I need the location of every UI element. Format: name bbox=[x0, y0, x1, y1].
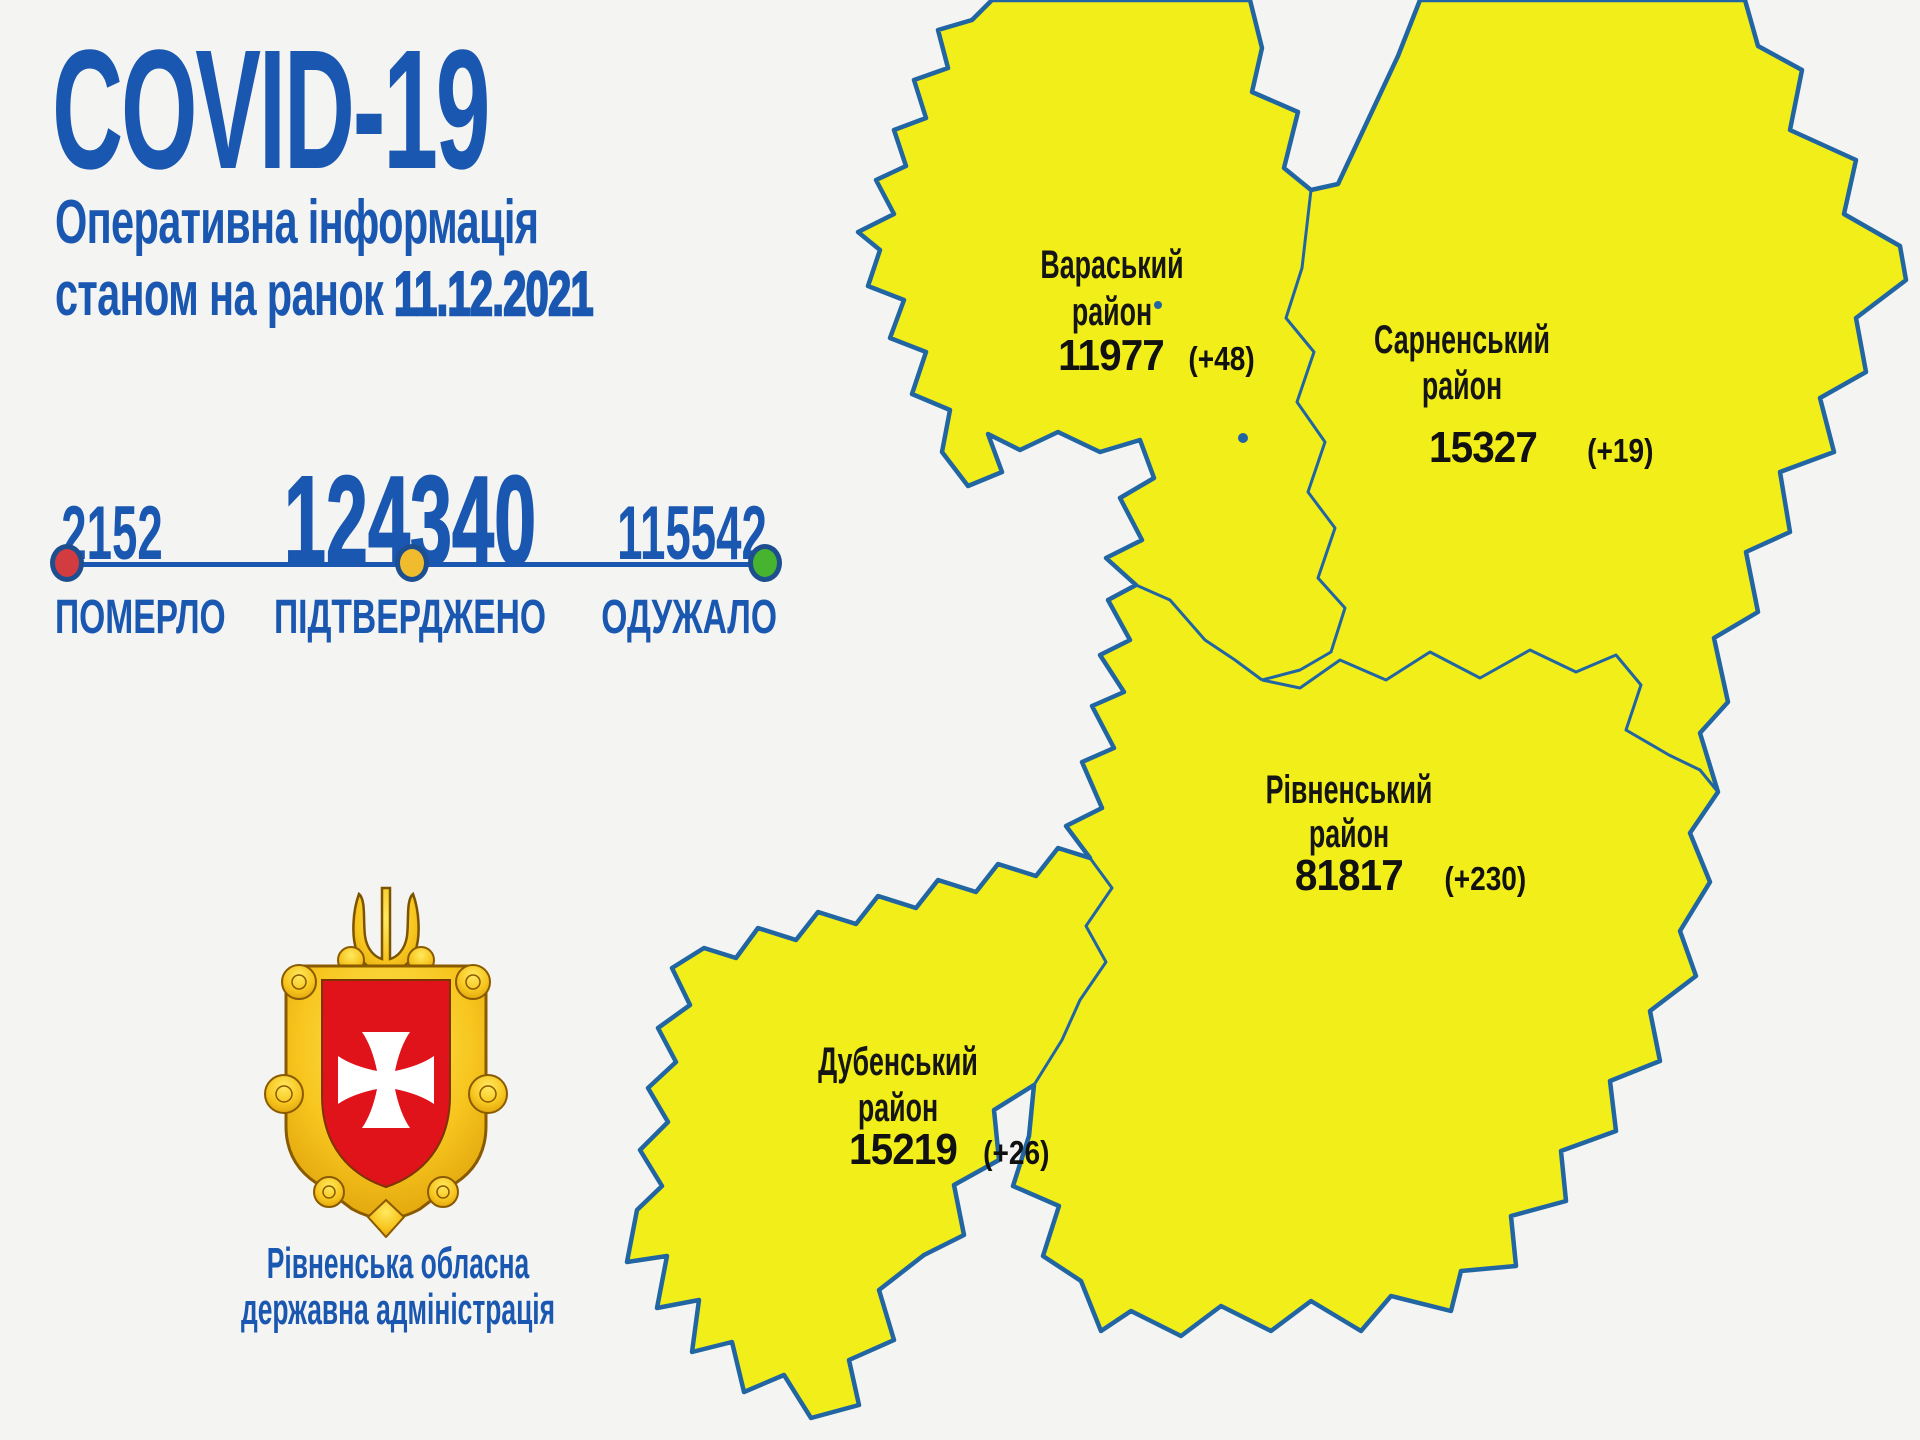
died-dot bbox=[50, 544, 84, 582]
district-rivnenskyi-cases: 81817 bbox=[1294, 851, 1404, 900]
district-rivnenskyi-type: район bbox=[1308, 812, 1390, 856]
district-dubenskyi-type: район bbox=[857, 1086, 939, 1130]
stat-recovered-label: ОДУЖАЛО bbox=[601, 591, 777, 644]
oblast-outline bbox=[624, 0, 1909, 1421]
subtitle-prefix: станом на ранок bbox=[55, 260, 384, 329]
confirmed-dot bbox=[395, 544, 429, 582]
district-border-varaskyi-rivnenskyi bbox=[1135, 583, 1263, 682]
stat-recovered-value: 115542 bbox=[617, 491, 767, 576]
district-rivnenskyi-name: Рівненський bbox=[1265, 768, 1433, 812]
subtitle-line2: станом на ранок 11.12.2021 bbox=[55, 260, 594, 329]
cross-icon bbox=[338, 1032, 434, 1128]
district-dubenskyi-cases: 15219 bbox=[849, 1125, 958, 1174]
district-varaskyi-cases: 11977 bbox=[1058, 331, 1165, 380]
subtitle-line1: Оперативна інформація bbox=[55, 188, 539, 257]
organization-line2: державна адміністрація bbox=[240, 1285, 556, 1334]
district-varaskyi-delta: (+48) bbox=[1188, 340, 1255, 377]
district-sarnenskyi-cases: 15327 bbox=[1429, 423, 1538, 472]
district-sarnenskyi-delta: (+19) bbox=[1587, 432, 1654, 469]
lake-dot bbox=[1154, 301, 1162, 309]
district-dubenskyi-numbers: 15219 (+26) bbox=[844, 1128, 1055, 1172]
district-sarnenskyi-numbers: 15327 (+19) bbox=[1424, 426, 1659, 470]
organization-line1: Рівненська обласна bbox=[266, 1239, 530, 1288]
page-title: COVID-19 bbox=[52, 15, 491, 205]
coat-of-arms bbox=[264, 886, 508, 1238]
district-varaskyi-name: Вараський bbox=[1040, 243, 1184, 287]
report-date: 11.12.2021 bbox=[393, 260, 594, 329]
district-border-sarnenskyi-rivnenskyi bbox=[1261, 648, 1720, 793]
district-borders bbox=[1032, 189, 1720, 1086]
trident-icon bbox=[352, 886, 420, 984]
stat-died-label: ПОМЕРЛО bbox=[55, 591, 226, 644]
district-sarnenskyi-type: район bbox=[1421, 364, 1503, 408]
stat-confirmed-label: ПІДТВЕРДЖЕНО bbox=[273, 591, 547, 644]
district-dubenskyi-delta: (+26) bbox=[983, 1134, 1050, 1171]
recovered-dot bbox=[748, 544, 782, 582]
district-rivnenskyi-numbers: 81817 (+230) bbox=[1290, 854, 1534, 898]
district-dubenskyi-name: Дубенський bbox=[818, 1040, 978, 1084]
district-border-rivnenskyi-dubenskyi bbox=[1032, 857, 1114, 1086]
district-varaskyi-numbers: 11977 (+48) bbox=[1054, 334, 1261, 378]
district-border-varaskyi-sarnenskyi bbox=[1261, 189, 1347, 682]
district-varaskyi-type: район bbox=[1071, 290, 1153, 334]
district-sarnenskyi-name: Сарненський bbox=[1374, 318, 1550, 362]
lake-dot bbox=[1238, 433, 1248, 443]
district-rivnenskyi-delta: (+230) bbox=[1444, 860, 1527, 897]
